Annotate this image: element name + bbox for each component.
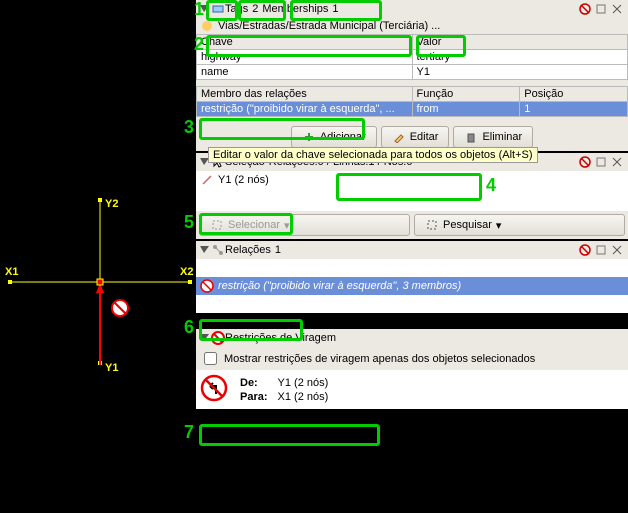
- turn-checkbox-row: Mostrar restrições de viragem apenas dos…: [196, 347, 628, 370]
- breadcrumb-text: Vias/Estradas/Estrada Municipal (Terciár…: [218, 20, 440, 32]
- prohibit-icon[interactable]: [578, 2, 592, 16]
- no-turn-icon: [211, 331, 225, 345]
- select-label: Selecionar: [228, 219, 280, 231]
- road-icon: [200, 19, 214, 33]
- breadcrumb: Vias/Estradas/Estrada Municipal (Terciár…: [196, 18, 628, 34]
- chevron-down-icon: ▾: [496, 219, 502, 232]
- search-label: Pesquisar: [443, 219, 492, 231]
- relations-header: Relações 1: [196, 241, 628, 259]
- cell-key: highway: [197, 50, 413, 65]
- cell-key: name: [197, 65, 413, 80]
- selection-panel: Seleção Relações:0 / Linhas:1 / Nós:0 Y1…: [196, 153, 628, 239]
- to-label: Para:: [240, 391, 268, 403]
- turn-restrictions-panel: Restrições de Viragem Mostrar restrições…: [196, 329, 628, 409]
- cell-pos: 1: [520, 102, 628, 117]
- pin-icon[interactable]: [594, 243, 608, 257]
- edit-button[interactable]: Editar: [381, 126, 450, 148]
- axis-x2: X2: [180, 266, 193, 278]
- tags-table: Chave Valor highway tertiary name Y1: [196, 34, 628, 80]
- memberships-count: 1: [332, 3, 338, 15]
- table-row[interactable]: name Y1: [197, 65, 628, 80]
- edit-label: Editar: [410, 131, 439, 143]
- map-canvas: X1 X2 Y2 Y1: [0, 0, 196, 513]
- chevron-down-icon: ▾: [284, 219, 290, 232]
- selection-buttons: Selecionar ▾ Pesquisar ▾: [196, 211, 628, 239]
- col-func: Função: [412, 87, 520, 102]
- add-label: Adicionar: [320, 131, 366, 143]
- relation-icon: [211, 243, 225, 257]
- collapse-icon[interactable]: [200, 334, 209, 343]
- cell-val: Y1: [412, 65, 628, 80]
- col-key: Chave: [197, 35, 413, 50]
- collapse-icon[interactable]: [200, 246, 209, 255]
- collapse-icon[interactable]: [200, 5, 209, 14]
- axis-x1: X1: [5, 266, 18, 278]
- close-icon[interactable]: [610, 243, 624, 257]
- selection-item[interactable]: Y1 (2 nós): [196, 171, 628, 189]
- table-row[interactable]: highway tertiary: [197, 50, 628, 65]
- right-panels: Tags 2 Memberships 1 Vias/Estradas/Estra…: [196, 0, 628, 513]
- cell-func: from: [412, 102, 520, 117]
- pin-icon[interactable]: [594, 155, 608, 169]
- search-icon: [425, 218, 439, 232]
- select-button[interactable]: Selecionar ▾: [199, 214, 410, 236]
- from-value: Y1 (2 nós): [274, 377, 333, 389]
- prohibit-icon[interactable]: [578, 243, 592, 257]
- turn-restriction-row[interactable]: De: Y1 (2 nós) Para: X1 (2 nós): [196, 370, 628, 409]
- memberships-label: Memberships: [262, 3, 328, 15]
- pencil-icon: [392, 130, 406, 144]
- to-value: X1 (2 nós): [274, 391, 333, 403]
- relations-table: Membro das relações Função Posição restr…: [196, 86, 628, 117]
- relation-item-text: restrição ("proibido virar à esquerda", …: [218, 280, 461, 292]
- tags-count: 2: [252, 3, 258, 15]
- close-icon[interactable]: [610, 2, 624, 16]
- turn-checkbox-label: Mostrar restrições de viragem apenas dos…: [224, 353, 535, 365]
- selection-item-text: Y1 (2 nós): [218, 174, 269, 186]
- axis-y2: Y2: [105, 198, 118, 210]
- no-left-turn-icon: [200, 374, 228, 405]
- col-member: Membro das relações: [197, 87, 413, 102]
- relation-item[interactable]: restrição ("proibido virar à esquerda", …: [196, 277, 628, 295]
- axis-y1: Y1: [105, 362, 118, 374]
- cell-val: tertiary: [412, 50, 628, 65]
- show-only-selected-checkbox[interactable]: [204, 352, 217, 365]
- cell-member: restrição ("proibido virar à esquerda", …: [197, 102, 413, 117]
- tag-buttons: Adicionar Editar Eliminar Editar o valor…: [196, 123, 628, 151]
- tags-panel: Tags 2 Memberships 1 Vias/Estradas/Estra…: [196, 0, 628, 151]
- close-icon[interactable]: [610, 155, 624, 169]
- delete-label: Eliminar: [482, 131, 522, 143]
- edit-tooltip: Editar o valor da chave selecionada para…: [208, 147, 538, 163]
- turn-restriction-icon: [200, 279, 214, 293]
- pin-icon[interactable]: [594, 2, 608, 16]
- tags-label: Tags: [225, 3, 248, 15]
- way-icon: [200, 173, 214, 187]
- turn-title: Restrições de Viragem: [225, 332, 336, 344]
- tags-header: Tags 2 Memberships 1: [196, 0, 628, 18]
- add-button[interactable]: Adicionar: [291, 126, 377, 148]
- relations-title: Relações: [225, 244, 271, 256]
- turn-header: Restrições de Viragem: [196, 329, 628, 347]
- col-pos: Posição: [520, 87, 628, 102]
- search-button[interactable]: Pesquisar ▾: [414, 214, 625, 236]
- relations-panel: Relações 1 restrição ("proibido virar à …: [196, 241, 628, 313]
- col-value: Valor: [412, 35, 628, 50]
- from-label: De:: [240, 377, 258, 389]
- delete-button[interactable]: Eliminar: [453, 126, 533, 148]
- table-row[interactable]: restrição ("proibido virar à esquerda", …: [197, 102, 628, 117]
- trash-icon: [464, 130, 478, 144]
- relations-count: 1: [275, 244, 281, 256]
- select-icon: [210, 218, 224, 232]
- prohibit-icon[interactable]: [578, 155, 592, 169]
- hilite-restricoes: [199, 424, 380, 446]
- tag-icon: [211, 2, 225, 16]
- plus-icon: [302, 130, 316, 144]
